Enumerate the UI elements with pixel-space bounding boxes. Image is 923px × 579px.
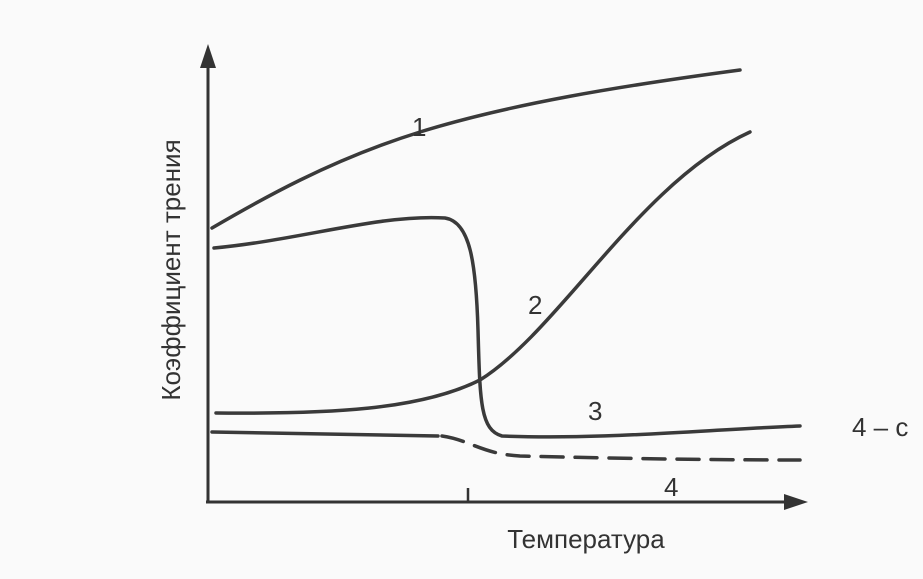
curve-1 xyxy=(210,68,742,230)
y-axis-arrow xyxy=(200,44,216,68)
curve-2 xyxy=(214,130,752,415)
curve-label: 2 xyxy=(528,290,542,320)
note: 4 – с xyxy=(852,412,908,442)
x-axis-label: Температура xyxy=(507,524,665,554)
curve-4-dashed xyxy=(440,434,802,462)
curve-3 xyxy=(212,215,802,439)
y-axis-label: Коэффициент трения xyxy=(156,139,186,400)
curve-label: 3 xyxy=(588,396,602,426)
x-axis-arrow xyxy=(784,494,808,510)
curve-label: 4 xyxy=(664,472,678,502)
curve-4-solid xyxy=(210,430,440,438)
curve-label: 1 xyxy=(412,112,426,142)
